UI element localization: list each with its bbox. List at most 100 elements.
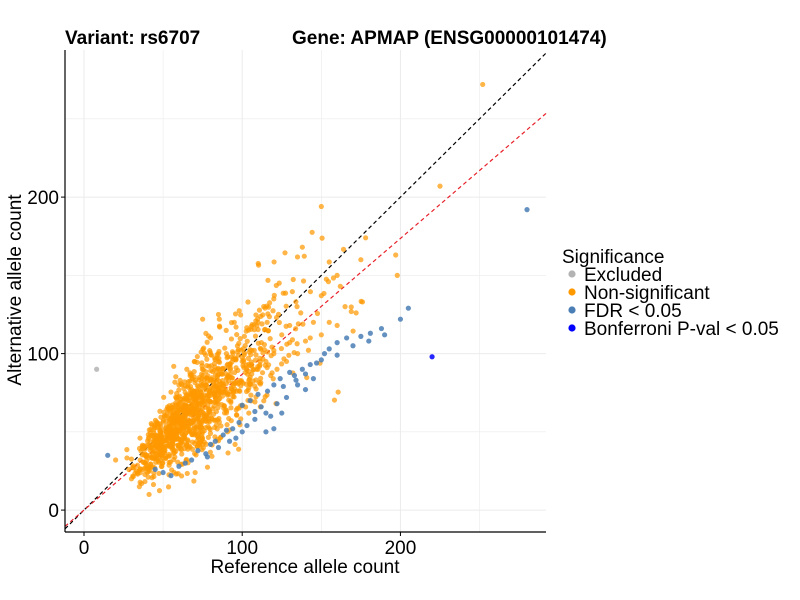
point-fdr-0-05 — [279, 410, 285, 416]
point-non-significant — [270, 308, 276, 314]
point-non-significant — [261, 347, 267, 353]
point-non-significant — [243, 381, 249, 387]
legend-swatch — [568, 288, 576, 296]
point-non-significant — [256, 307, 263, 313]
point-non-significant — [221, 403, 227, 409]
point-fdr-0-05 — [252, 408, 258, 415]
point-non-significant — [139, 452, 146, 458]
point-non-significant — [195, 390, 201, 396]
point-non-significant — [215, 405, 221, 411]
point-non-significant — [175, 427, 181, 433]
point-non-significant — [289, 289, 295, 295]
point-non-significant — [225, 361, 231, 367]
point-non-significant — [212, 364, 218, 370]
point-non-significant — [148, 461, 154, 467]
point-non-significant — [179, 451, 185, 457]
point-non-significant — [271, 292, 277, 298]
point-non-significant — [318, 332, 324, 338]
point-fdr-0-05 — [215, 444, 222, 451]
x-tick-label: 200 — [385, 538, 417, 559]
point-non-significant — [394, 272, 400, 278]
gene-title: Gene: APMAP (ENSG00000101474) — [292, 28, 607, 49]
point-non-significant — [287, 340, 293, 346]
point-fdr-0-05 — [271, 426, 277, 432]
point-non-significant — [226, 374, 233, 380]
point-non-significant — [245, 327, 252, 333]
point-non-significant — [165, 484, 172, 490]
point-fdr-0-05 — [313, 360, 320, 366]
point-non-significant — [282, 290, 289, 296]
point-fdr-0-05 — [168, 473, 174, 479]
point-fdr-0-05 — [299, 366, 305, 372]
point-fdr-0-05 — [182, 460, 188, 466]
variant-title: Variant: rs6707 — [65, 28, 200, 49]
point-non-significant — [228, 405, 234, 411]
point-non-significant — [239, 354, 245, 361]
legend-title: Significance — [562, 247, 664, 268]
axes: 0 100 200 0 100 200 — [27, 50, 546, 559]
point-non-significant — [161, 394, 167, 400]
point-non-significant — [301, 253, 307, 259]
point-non-significant — [260, 312, 266, 318]
x-tick-label: 100 — [226, 538, 258, 559]
point-fdr-0-05 — [236, 419, 242, 426]
point-non-significant — [199, 420, 205, 426]
data-points — [94, 81, 530, 498]
point-non-significant — [149, 475, 155, 481]
point-non-significant — [205, 373, 211, 379]
point-non-significant — [206, 425, 212, 431]
point-non-significant — [233, 379, 239, 385]
point-non-significant — [166, 451, 172, 457]
point-non-significant — [163, 413, 170, 419]
point-non-significant — [208, 399, 214, 405]
point-non-significant — [124, 447, 130, 453]
point-non-significant — [161, 449, 167, 455]
point-non-significant — [191, 478, 197, 484]
point-non-significant — [257, 355, 263, 361]
point-non-significant — [318, 203, 324, 210]
point-non-significant — [199, 366, 205, 372]
point-fdr-0-05 — [310, 376, 317, 382]
point-non-significant — [230, 394, 236, 400]
point-non-significant — [204, 339, 210, 345]
point-non-significant — [286, 352, 292, 358]
point-non-significant — [268, 372, 274, 379]
point-non-significant — [264, 319, 270, 325]
point-non-significant — [342, 304, 348, 310]
point-fdr-0-05 — [233, 435, 239, 441]
point-non-significant — [237, 336, 243, 342]
point-non-significant — [252, 383, 258, 389]
point-non-significant — [171, 450, 178, 456]
legend-label: Non-significant — [584, 283, 710, 304]
point-non-significant — [170, 435, 176, 441]
point-non-significant — [178, 447, 184, 453]
point-non-significant — [480, 81, 486, 88]
point-non-significant — [199, 393, 205, 400]
point-non-significant — [255, 319, 261, 325]
point-non-significant — [230, 350, 236, 356]
legend-label: FDR < 0.05 — [584, 301, 682, 322]
point-non-significant — [219, 366, 225, 372]
point-non-significant — [201, 401, 207, 407]
point-non-significant — [348, 308, 354, 315]
point-non-significant — [215, 311, 222, 318]
point-non-significant — [246, 410, 252, 416]
point-non-significant — [148, 426, 154, 433]
point-non-significant — [271, 351, 277, 357]
point-fdr-0-05 — [321, 351, 328, 357]
point-non-significant — [334, 322, 340, 329]
point-non-significant — [216, 323, 223, 329]
point-fdr-0-05 — [524, 207, 530, 213]
point-non-significant — [207, 335, 214, 341]
point-non-significant — [173, 413, 179, 419]
point-non-significant — [201, 345, 207, 351]
point-non-significant — [326, 259, 332, 265]
point-non-significant — [206, 408, 212, 415]
point-non-significant — [243, 365, 249, 371]
point-fdr-0-05 — [367, 330, 373, 336]
point-fdr-0-05 — [358, 333, 364, 339]
point-non-significant — [252, 357, 259, 363]
point-non-significant — [300, 278, 307, 284]
point-non-significant — [199, 447, 205, 453]
point-non-significant — [232, 355, 238, 361]
